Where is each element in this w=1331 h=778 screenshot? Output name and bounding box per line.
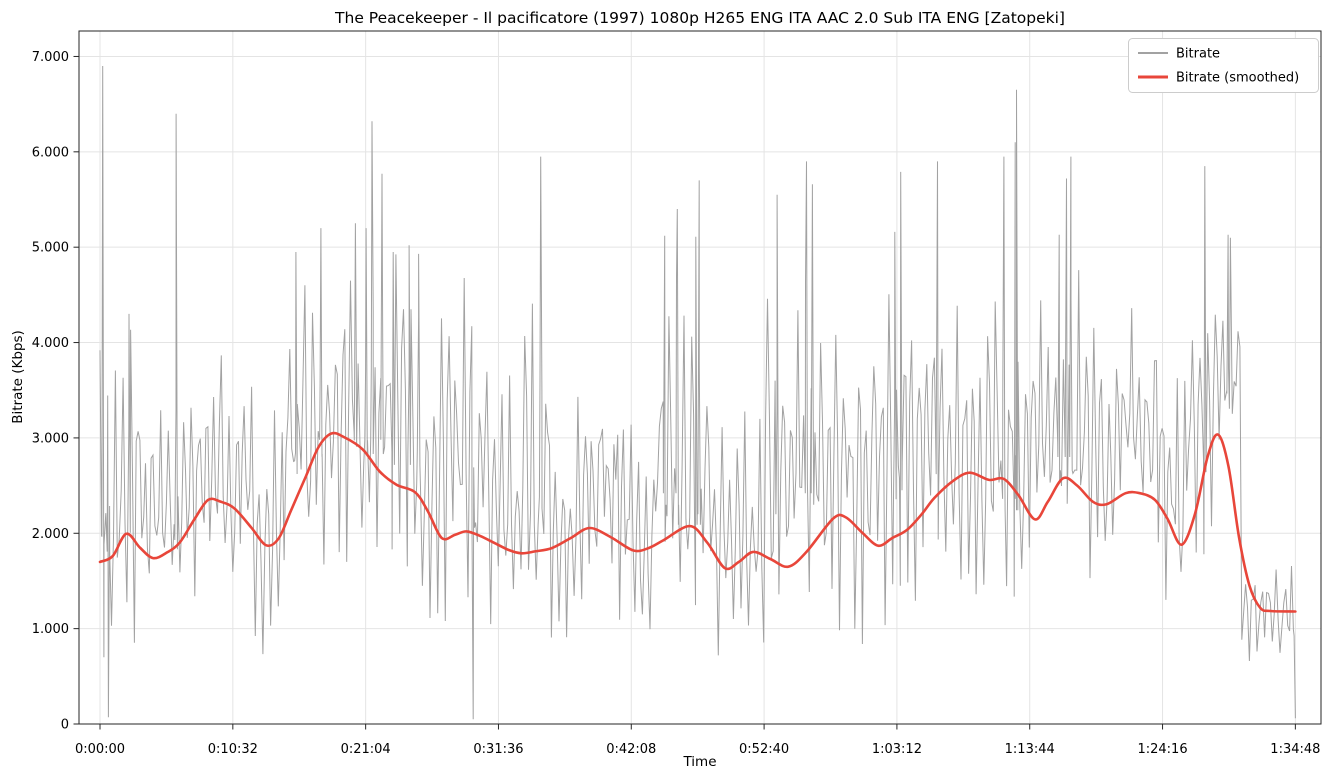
y-axis-label: Bitrate (Kbps) bbox=[10, 330, 26, 424]
y-tick-label: 7.000 bbox=[32, 50, 69, 65]
x-axis-label: Time bbox=[682, 754, 716, 770]
x-tick-label: 1:03:12 bbox=[872, 742, 922, 757]
series-lines bbox=[98, 65, 1297, 720]
y-tick-label: 5.000 bbox=[32, 241, 69, 256]
raw-bitrate-line bbox=[99, 65, 1296, 720]
y-tick-label: 2.000 bbox=[32, 527, 69, 542]
legend-raw-label: Bitrate bbox=[1176, 47, 1220, 62]
x-tick-label: 1:13:44 bbox=[1005, 742, 1055, 757]
legend-box bbox=[1128, 38, 1319, 93]
plot-frame bbox=[78, 30, 1322, 725]
x-tick-label: 0:42:08 bbox=[606, 742, 656, 757]
y-tick-label: 1.000 bbox=[32, 622, 69, 637]
y-tick-label: 6.000 bbox=[32, 145, 69, 160]
legend: Bitrate Bitrate (smoothed) bbox=[1128, 38, 1319, 93]
x-tick-label: 0:31:36 bbox=[473, 742, 523, 757]
legend-smoothed-label: Bitrate (smoothed) bbox=[1176, 71, 1299, 86]
x-tick-label: 0:00:00 bbox=[75, 742, 125, 757]
y-tick-label: 4.000 bbox=[32, 336, 69, 351]
y-tick-label: 0 bbox=[61, 718, 69, 733]
tick-marks-and-labels: 0:00:00 0:10:32 0:21:04 0:31:36 0:42:08 0:52:… bbox=[32, 50, 1321, 757]
axes-frame bbox=[78, 30, 1322, 725]
grid-lines bbox=[79, 31, 1321, 725]
smoothed-bitrate-line bbox=[98, 431, 1297, 613]
x-tick-label: 0:10:32 bbox=[208, 742, 258, 757]
y-tick-label: 3.000 bbox=[32, 431, 69, 446]
x-tick-label: 1:34:48 bbox=[1270, 742, 1320, 757]
x-tick-label: 0:52:40 bbox=[739, 742, 789, 757]
x-tick-label: 1:24:16 bbox=[1137, 742, 1187, 757]
x-tick-label: 0:21:04 bbox=[341, 742, 391, 757]
chart-title: The Peacekeeper - Il pacificatore (1997)… bbox=[334, 9, 1065, 27]
